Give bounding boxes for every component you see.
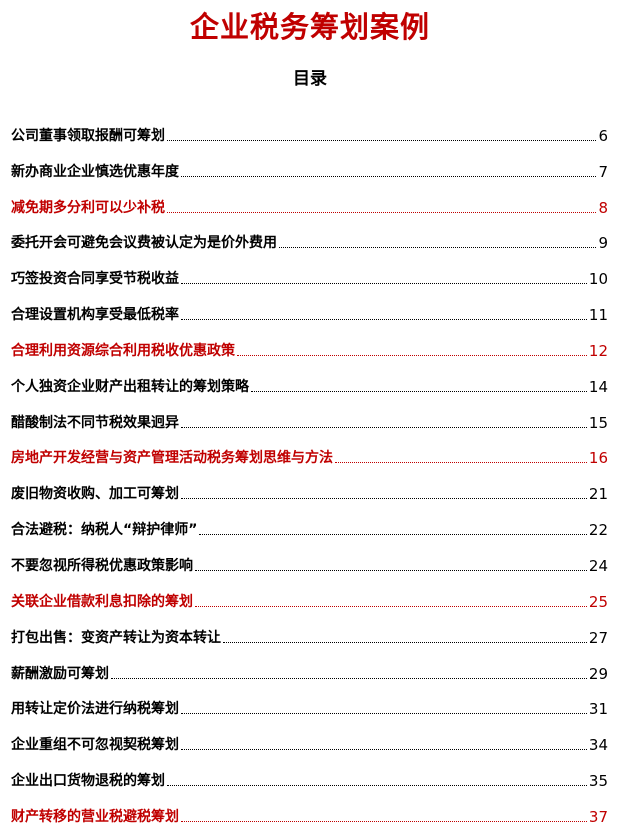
dot-leader xyxy=(199,533,587,536)
toc-entry-title[interactable]: 个人独资企业财产出租转让的筹划策略 xyxy=(11,378,249,395)
table-of-contents: 公司董事领取报酬可筹划 6 新办商业企业慎选优惠年度 7 减免期多分利可以少补税 8 委托开… xyxy=(11,111,608,828)
dot-leader xyxy=(181,748,587,751)
dot-leader xyxy=(181,318,587,321)
dot-leader xyxy=(195,569,587,571)
toc-entry[interactable]: 巧签投资合同享受节税收益 10 xyxy=(11,254,608,290)
toc-entry[interactable]: 用转让定价法进行纳税筹划 31 xyxy=(11,685,608,721)
dot-leader xyxy=(167,139,597,141)
toc-entry-page[interactable]: 24 xyxy=(588,556,608,575)
dot-leader xyxy=(181,282,587,285)
toc-entry-title[interactable]: 新办商业企业慎选优惠年度 xyxy=(11,163,179,180)
toc-entry-page[interactable]: 14 xyxy=(588,377,608,396)
toc-entry-title[interactable]: 打包出售：变资产转让为资本转让 xyxy=(11,629,221,646)
toc-entry[interactable]: 房地产开发经营与资产管理活动税务筹划思维与方法 16 xyxy=(11,434,608,470)
dot-leader xyxy=(181,497,587,500)
dot-leader xyxy=(111,677,587,679)
toc-entry-page[interactable]: 29 xyxy=(588,664,608,683)
toc-entry[interactable]: 醋酸制法不同节税效果迥异 15 xyxy=(11,398,608,434)
toc-entry[interactable]: 个人独资企业财产出租转让的筹划策略 14 xyxy=(11,362,608,398)
dot-leader xyxy=(237,354,587,356)
dot-leader xyxy=(181,175,597,177)
toc-entry-page[interactable]: 12 xyxy=(588,341,608,360)
toc-entry-page[interactable]: 6 xyxy=(598,126,608,145)
toc-entry[interactable]: 新办商业企业慎选优惠年度 7 xyxy=(11,147,608,183)
toc-entry[interactable]: 公司董事领取报酬可筹划 6 xyxy=(11,111,608,147)
document-title: 企业税务筹划案例 xyxy=(189,10,430,44)
toc-entry-title[interactable]: 合理利用资源综合利用税收优惠政策 xyxy=(11,342,235,359)
dot-leader xyxy=(223,641,587,643)
toc-entry-title[interactable]: 关联企业借款利息扣除的筹划 xyxy=(11,593,193,610)
toc-entry[interactable]: 减免期多分利可以少补税 8 xyxy=(11,183,608,219)
toc-entry-page[interactable]: 27 xyxy=(588,628,608,647)
toc-entry[interactable]: 企业出口货物退税的筹划 35 xyxy=(11,756,608,792)
dot-leader xyxy=(195,605,587,607)
toc-entry-page[interactable]: 21 xyxy=(588,485,608,504)
toc-entry-page[interactable]: 37 xyxy=(588,807,608,826)
dot-leader xyxy=(181,820,587,822)
toc-entry-title[interactable]: 醋酸制法不同节税效果迥异 xyxy=(11,414,179,431)
toc-entry-title[interactable]: 废旧物资收购、加工可筹划 xyxy=(11,486,179,503)
toc-entry-title[interactable]: 合理设置机构享受最低税率 xyxy=(11,307,179,324)
toc-entry-page[interactable]: 31 xyxy=(588,700,608,719)
toc-entry[interactable]: 废旧物资收购、加工可筹划 21 xyxy=(11,469,608,505)
toc-entry-title[interactable]: 减免期多分利可以少补税 xyxy=(11,199,165,216)
toc-entry[interactable]: 薪酬激励可筹划 29 xyxy=(11,649,608,685)
toc-entry[interactable]: 企业重组不可忽视契税筹划 34 xyxy=(11,720,608,756)
toc-entry-title[interactable]: 薪酬激励可筹划 xyxy=(11,665,109,682)
toc-entry-title[interactable]: 公司董事领取报酬可筹划 xyxy=(11,127,165,144)
toc-entry[interactable]: 合法避税：纳税人“辩护律师” 22 xyxy=(11,505,608,541)
toc-entry-page[interactable]: 34 xyxy=(588,736,608,755)
toc-entry[interactable]: 财产转移的营业税避税筹划 37 xyxy=(11,792,608,828)
toc-entry-page[interactable]: 22 xyxy=(588,521,608,540)
toc-entry-page[interactable]: 35 xyxy=(588,772,608,791)
toc-entry-title[interactable]: 财产转移的营业税避税筹划 xyxy=(11,808,179,825)
dot-leader xyxy=(167,784,587,787)
toc-entry-title[interactable]: 房地产开发经营与资产管理活动税务筹划思维与方法 xyxy=(11,450,333,467)
toc-entry-title[interactable]: 用转让定价法进行纳税筹划 xyxy=(11,701,179,718)
toc-entry-title[interactable]: 企业出口货物退税的筹划 xyxy=(11,773,165,790)
toc-entry[interactable]: 合理设置机构享受最低税率 11 xyxy=(11,290,608,326)
toc-heading: 目录 xyxy=(293,69,327,89)
toc-entry-page[interactable]: 15 xyxy=(588,413,608,432)
toc-entry-page[interactable]: 25 xyxy=(588,592,608,611)
dot-leader xyxy=(279,246,597,249)
dot-leader xyxy=(181,712,587,715)
toc-entry[interactable]: 打包出售：变资产转让为资本转让 27 xyxy=(11,613,608,649)
dot-leader xyxy=(181,426,587,428)
toc-entry-title[interactable]: 不要忽视所得税优惠政策影响 xyxy=(11,557,193,574)
toc-entry[interactable]: 委托开会可避免会议费被认定为是价外费用 9 xyxy=(11,219,608,255)
toc-entry-page[interactable]: 8 xyxy=(598,198,608,217)
toc-entry-page[interactable]: 10 xyxy=(588,270,608,289)
toc-entry-title[interactable]: 巧签投资合同享受节税收益 xyxy=(11,271,179,288)
toc-entry-page[interactable]: 9 xyxy=(598,234,608,253)
toc-entry-title[interactable]: 委托开会可避免会议费被认定为是价外费用 xyxy=(11,235,277,252)
toc-entry-page[interactable]: 16 xyxy=(588,449,608,468)
dot-leader xyxy=(167,211,597,213)
toc-entry[interactable]: 关联企业借款利息扣除的筹划 25 xyxy=(11,577,608,613)
toc-entry-page[interactable]: 11 xyxy=(588,306,608,325)
toc-entry[interactable]: 合理利用资源综合利用税收优惠政策 12 xyxy=(11,326,608,362)
toc-entry-title[interactable]: 合法避税：纳税人“辩护律师” xyxy=(11,522,198,539)
dot-leader xyxy=(335,461,587,464)
dot-leader xyxy=(251,390,587,392)
toc-entry[interactable]: 不要忽视所得税优惠政策影响 24 xyxy=(11,541,608,577)
toc-entry-title[interactable]: 企业重组不可忽视契税筹划 xyxy=(11,737,179,754)
toc-entry-page[interactable]: 7 xyxy=(598,162,608,181)
